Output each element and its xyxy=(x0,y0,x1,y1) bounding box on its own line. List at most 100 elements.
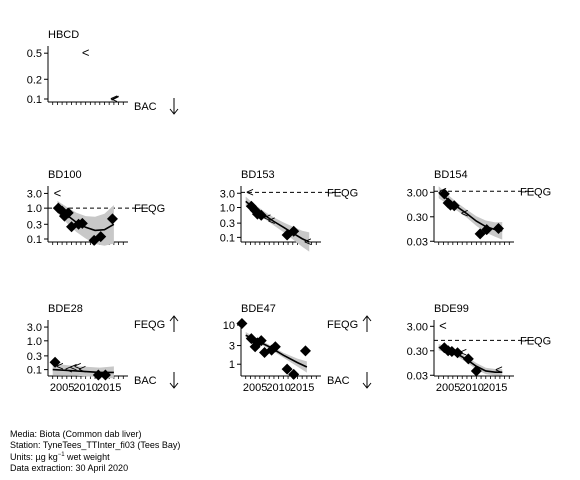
y-tick-label: 0.30 xyxy=(407,346,428,358)
x-tick-label: 2005 xyxy=(243,382,267,394)
feqg-label: FEQG xyxy=(327,187,358,199)
panel-title: BD100 xyxy=(48,169,82,181)
data-point xyxy=(269,341,281,353)
data-point xyxy=(288,225,300,237)
trend-line xyxy=(111,95,119,101)
data-point xyxy=(49,356,61,368)
x-tick-label: 2015 xyxy=(290,382,314,394)
bac-label: BAC xyxy=(134,375,157,387)
less-than-marker: < xyxy=(459,345,467,360)
bac-label: BAC xyxy=(327,375,350,387)
y-tick-label: 0.1 xyxy=(27,234,42,246)
less-than-marker: < xyxy=(264,210,272,225)
panel-title: BD154 xyxy=(434,169,468,181)
footer-units-prefix: Units: µg kg xyxy=(10,452,58,462)
x-tick-label: 2010 xyxy=(266,382,290,394)
less-than-marker: < xyxy=(79,362,87,377)
data-point xyxy=(95,231,107,243)
panel-title: BDE99 xyxy=(434,303,469,315)
data-point xyxy=(462,353,474,365)
data-point xyxy=(492,222,504,234)
panel-bd154: BD154 0.03 0.30 3.00 < < FEQG xyxy=(407,169,552,248)
bac-label: BAC xyxy=(134,101,157,113)
less-than-marker: < xyxy=(74,358,82,373)
x-tick-label: 2005 xyxy=(50,382,74,394)
x-tick-label: 2010 xyxy=(459,382,483,394)
data-point xyxy=(62,207,74,219)
x-tick-label: 2005 xyxy=(436,382,460,394)
y-tick-label: 1.0 xyxy=(27,336,42,348)
y-tick-label: 0.3 xyxy=(27,351,42,363)
less-than-marker: < xyxy=(461,206,469,221)
panel-bd100: BD100 0.1 0.3 1.0 3.0 < FEQG xyxy=(27,169,165,246)
x-tick-label: 2015 xyxy=(483,382,507,394)
y-tick-label: 0.03 xyxy=(407,370,428,382)
data-point xyxy=(438,188,450,200)
less-than-marker: < xyxy=(246,184,254,199)
y-tick-label: 3.00 xyxy=(407,321,428,333)
less-than-marker: < xyxy=(70,359,78,374)
arrow-up-head xyxy=(169,315,179,322)
less-than-marker: < xyxy=(82,45,90,60)
y-tick-label: 0.30 xyxy=(407,212,428,224)
arrow-down-head xyxy=(169,382,179,389)
less-than-marker: < xyxy=(54,185,62,200)
feqg-label: FEQG xyxy=(134,319,165,331)
arrow-down-head xyxy=(362,382,372,389)
data-point xyxy=(452,347,464,359)
y-tick-label: 1 xyxy=(229,359,235,371)
x-tick-label: 2015 xyxy=(97,382,121,394)
y-tick-label: 0.1 xyxy=(27,365,42,377)
x-tick-label: 2010 xyxy=(73,382,97,394)
y-tick-label: 0.5 xyxy=(27,48,42,60)
data-point xyxy=(255,209,267,221)
arrow-up-head xyxy=(362,315,372,322)
panel-bde99: BDE99 0.03 0.30 3.00 2005 2010 2015 < < < FEQG xyxy=(407,303,552,394)
less-than-marker: < xyxy=(495,362,503,377)
y-tick-label: 3.0 xyxy=(220,188,235,200)
y-tick-label: 1.0 xyxy=(27,203,42,215)
y-tick-label: 10 xyxy=(223,320,235,332)
data-point xyxy=(76,217,88,229)
feqg-label: FEQG xyxy=(520,186,551,198)
footer-extraction: Data extraction: 30 April 2020 xyxy=(10,462,129,473)
less-than-marker: < xyxy=(65,362,73,377)
y-tick-label: 3.00 xyxy=(407,187,428,199)
footer-station: Station: TyneTees_TTInter_fi03 (Tees Bay… xyxy=(10,439,181,450)
footer-media: Media: Biota (Common dab liver) xyxy=(10,429,142,439)
less-than-marker: < xyxy=(268,213,276,228)
panel-bde47: BDE47 1 3 10 2005 2010 2015 FEQG BAC xyxy=(223,303,372,394)
panel-title: HBCD xyxy=(48,29,79,41)
y-tick-label: 0.2 xyxy=(27,74,42,86)
y-tick-label: 3.0 xyxy=(27,322,42,334)
footer-units-suffix: wet weight xyxy=(64,452,110,462)
data-point xyxy=(236,317,248,329)
data-point xyxy=(281,363,293,375)
less-than-marker: < xyxy=(110,91,118,106)
footer-units-sup: −1 xyxy=(57,452,65,458)
footer-units: Units: µg kg−1 wet weight xyxy=(10,450,180,463)
less-than-marker: < xyxy=(304,234,312,249)
less-than-marker: < xyxy=(56,358,64,373)
data-point xyxy=(99,369,111,381)
data-point xyxy=(106,213,118,225)
y-tick-label: 0.1 xyxy=(220,232,235,244)
y-tick-label: 0.3 xyxy=(27,219,42,231)
less-than-marker: < xyxy=(439,183,447,198)
data-point xyxy=(92,369,104,381)
feqg-label: FEQG xyxy=(134,203,165,215)
y-tick-label: 0.3 xyxy=(220,218,235,230)
footer-notes: Media: Biota (Common dab liver) Station:… xyxy=(10,429,180,473)
y-tick-label: 1.0 xyxy=(220,203,235,215)
panel-hbcd: HBCD 0.1 0.2 0.5 < < BAC xyxy=(27,29,179,115)
data-point xyxy=(255,335,267,347)
arrow-down-head xyxy=(169,108,179,115)
y-tick-label: 3 xyxy=(229,341,235,353)
feqg-label: FEQG xyxy=(520,335,551,347)
y-tick-label: 3.0 xyxy=(27,188,42,200)
panel-title: BDE28 xyxy=(48,303,83,315)
y-tick-label: 0.1 xyxy=(27,94,42,106)
